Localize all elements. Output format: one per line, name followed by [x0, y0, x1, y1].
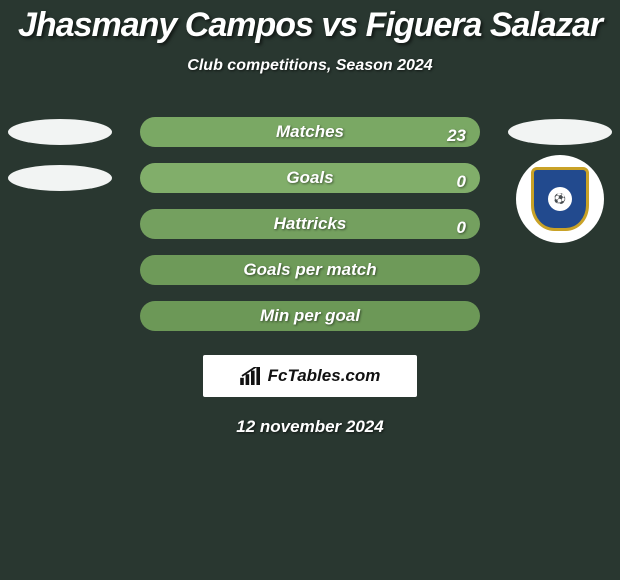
date-label: 12 november 2024 — [0, 417, 620, 437]
stat-bar: Goals 0 — [140, 163, 480, 193]
stat-bar: Matches 23 — [140, 117, 480, 147]
stat-value: 0 — [457, 167, 466, 197]
player1-marker — [8, 119, 112, 145]
stat-bar: Hattricks 0 — [140, 209, 480, 239]
stat-label: Min per goal — [260, 306, 360, 326]
stat-rows: Matches 23 Goals 0 ⚽ Hattricks 0 Goals p… — [0, 113, 620, 343]
stat-row-goals-per-match: Goals per match — [0, 251, 620, 297]
stat-label: Goals per match — [243, 260, 376, 280]
subtitle: Club competitions, Season 2024 — [0, 57, 620, 75]
stat-row-hattricks: Hattricks 0 — [0, 205, 620, 251]
brand-box: FcTables.com — [203, 355, 417, 397]
stat-bar: Min per goal — [140, 301, 480, 331]
page-title: Jhasmany Campos vs Figuera Salazar — [0, 0, 620, 45]
brand-text: FcTables.com — [268, 366, 381, 386]
stat-bar: Goals per match — [140, 255, 480, 285]
stat-row-goals: Goals 0 ⚽ — [0, 159, 620, 205]
stat-row-min-per-goal: Min per goal — [0, 297, 620, 343]
player1-marker — [8, 165, 112, 191]
stat-value: 23 — [447, 121, 466, 151]
stat-value: 0 — [457, 213, 466, 243]
stat-label: Goals — [286, 168, 333, 188]
stat-label: Matches — [276, 122, 344, 142]
stat-label: Hattricks — [274, 214, 347, 234]
stat-row-matches: Matches 23 — [0, 113, 620, 159]
player2-marker — [508, 119, 612, 145]
bar-chart-icon — [240, 367, 262, 385]
